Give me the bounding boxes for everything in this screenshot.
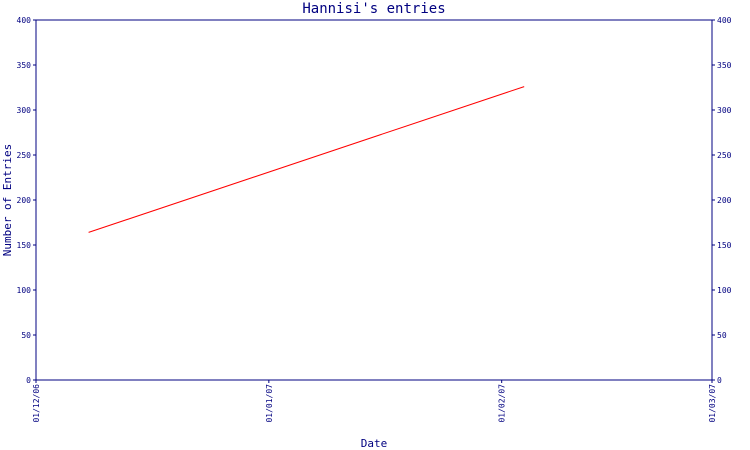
y-tick-label-right: 100 — [717, 286, 732, 295]
y-tick-label-right: 0 — [717, 376, 722, 385]
series-group — [88, 86, 525, 233]
y-tick-label-left: 0 — [26, 376, 31, 385]
x-tick-label: 01/02/07 — [498, 384, 507, 423]
chart-title: Hannisi's entries — [302, 1, 445, 17]
x-tick-label: 01/12/06 — [32, 384, 41, 423]
x-tick-label: 01/01/07 — [265, 384, 274, 423]
y-tick-label-left: 350 — [17, 61, 32, 70]
y-tick-label-right: 200 — [717, 196, 732, 205]
y-tick-label-left: 100 — [17, 286, 32, 295]
plot-frame — [35, 19, 713, 381]
y-axis-right: 0 50 100 150 200 250 300 350 400 — [712, 16, 732, 385]
plot-border — [35, 19, 713, 381]
y-tick-label-right: 300 — [717, 106, 732, 115]
y-tick-label-right: 150 — [717, 241, 732, 250]
y-tick-label-left: 400 — [17, 16, 32, 25]
y-tick-label-left: 300 — [17, 106, 32, 115]
x-axis-label: Date — [361, 437, 388, 450]
y-tick-label-left: 250 — [17, 151, 32, 160]
x-tick-label: 01/03/07 — [708, 384, 717, 423]
series-line — [88, 86, 525, 233]
y-tick-label-left: 150 — [17, 241, 32, 250]
y-tick-label-right: 400 — [717, 16, 732, 25]
x-axis: 01/12/06 01/01/07 01/02/07 01/03/07 — [32, 380, 717, 423]
y-tick-label-right: 250 — [717, 151, 732, 160]
y-tick-label-left: 200 — [17, 196, 32, 205]
y-tick-label-right: 350 — [717, 61, 732, 70]
y-axis-left: 0 50 100 150 200 250 300 350 400 — [17, 16, 36, 385]
y-tick-label-left: 50 — [21, 331, 31, 340]
y-axis-label: Number of Entries — [1, 144, 14, 257]
y-tick-label-right: 50 — [717, 331, 727, 340]
